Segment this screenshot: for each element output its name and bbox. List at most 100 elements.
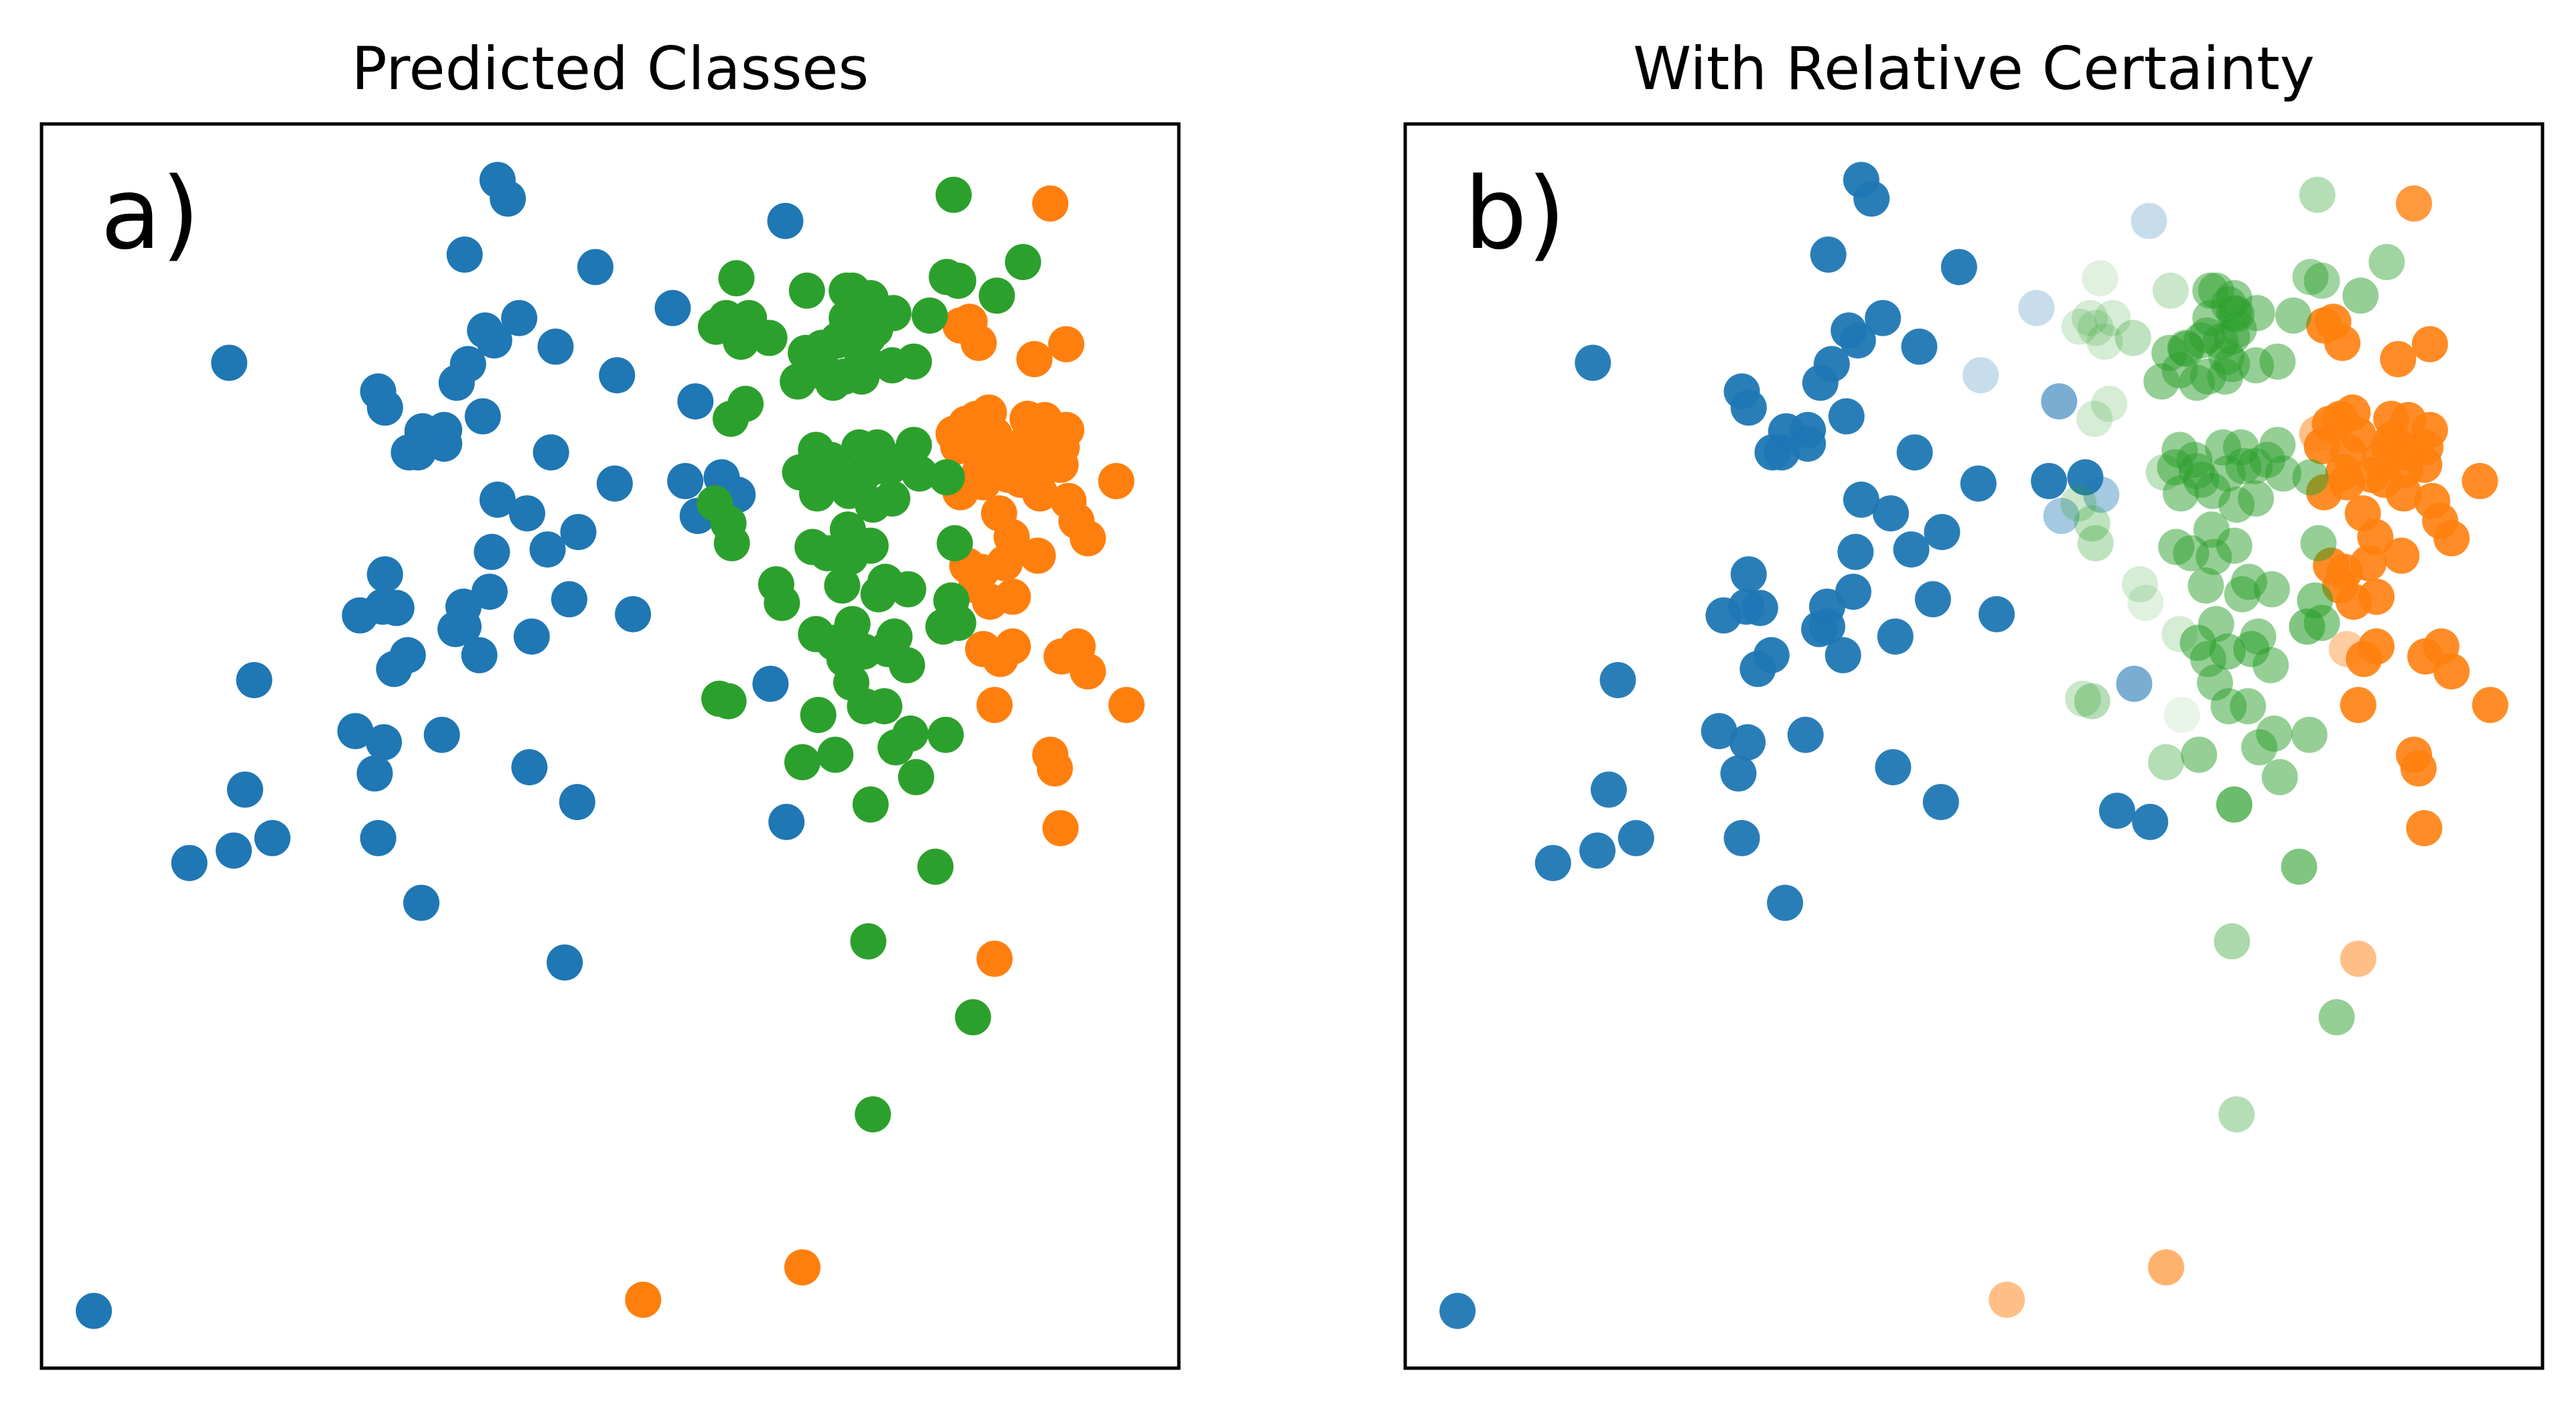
panel-a-point xyxy=(464,398,501,435)
panel-a-point xyxy=(817,736,854,773)
panel-b-point xyxy=(2299,176,2336,213)
panel-b-point xyxy=(1962,357,1999,394)
panel-b-point xyxy=(2374,420,2411,457)
panel-b-point xyxy=(2230,563,2267,600)
panel-b-point xyxy=(2163,697,2200,734)
panel-b-point xyxy=(2340,687,2376,724)
panel-b-point xyxy=(2300,525,2337,561)
panel-a-point xyxy=(472,574,508,610)
panel-b-point xyxy=(2292,259,2329,295)
panel-a-point xyxy=(940,263,977,299)
panel-b-point xyxy=(2315,304,2352,340)
panel-b-point xyxy=(2461,463,2498,499)
panel-b-point xyxy=(2216,786,2252,823)
panel-b-point xyxy=(2161,616,2198,653)
panel-b-point xyxy=(1843,161,1879,198)
panel-a-point xyxy=(979,277,1015,314)
panel-a-point xyxy=(852,786,889,823)
panel-a-point xyxy=(1032,185,1069,222)
panel-b-point xyxy=(1831,312,1867,349)
panel-b-point xyxy=(2067,459,2104,496)
panel-b-point xyxy=(2346,641,2382,677)
panel-b-point xyxy=(2259,343,2296,380)
panel-a-point xyxy=(445,608,482,645)
panel-a-point xyxy=(912,297,948,334)
panel-b-point xyxy=(1723,819,1760,856)
panel-a-point xyxy=(509,495,545,532)
panel-a-point xyxy=(449,346,486,383)
panel-b-point xyxy=(2297,582,2334,619)
panel-a-point xyxy=(537,328,574,365)
panel-a-point xyxy=(551,581,587,618)
panel-a-point xyxy=(254,819,291,856)
panel-a-point xyxy=(768,803,805,840)
panel-b-point xyxy=(2115,320,2151,356)
panel-b-point xyxy=(2259,427,2296,464)
panel-a-point xyxy=(859,429,896,466)
panel-b-point xyxy=(1618,819,1654,856)
panel-b-point xyxy=(2041,383,2078,420)
panel-b-point xyxy=(1922,784,1959,821)
panel-b-point xyxy=(1979,596,2015,632)
panel-b-point xyxy=(1896,434,1933,471)
panel-b-point xyxy=(1828,398,1865,435)
panel-a-point xyxy=(615,596,651,632)
panel-b-point xyxy=(1835,574,1871,610)
panel-b-point xyxy=(2265,455,2301,492)
panel-a-point xyxy=(784,1249,820,1286)
panel-b-point xyxy=(2291,716,2328,753)
panel-b-point xyxy=(1787,716,1824,753)
panel-b-point xyxy=(2074,683,2110,720)
panel-a-point xyxy=(511,749,548,786)
panel-a-point xyxy=(501,299,538,336)
panel-b-point xyxy=(2152,272,2189,309)
panel-a-point xyxy=(337,713,374,750)
panel-b-point xyxy=(2188,567,2224,604)
panel-a-point xyxy=(446,237,483,273)
panel-a-point xyxy=(803,330,840,366)
panel-a-point xyxy=(896,427,932,464)
panel-b-point xyxy=(2223,429,2259,466)
panel-a-point xyxy=(917,848,954,885)
panel-b-point xyxy=(2018,289,2055,326)
panel-b-point xyxy=(2383,537,2420,574)
panel-b-point xyxy=(2167,330,2204,366)
panel-a-point xyxy=(798,431,835,468)
panel-a-point xyxy=(829,511,866,548)
panel-b-axes-frame xyxy=(1403,122,2545,1370)
panel-a-point xyxy=(951,304,988,340)
panel-b-point xyxy=(2303,263,2340,299)
panel-a-point xyxy=(426,411,463,448)
panel-a-point xyxy=(599,357,636,394)
panel-b-point xyxy=(2193,511,2230,548)
panel-b-title: With Relative Certainty xyxy=(1633,34,2315,103)
panel-a-point xyxy=(834,606,871,643)
panel-b-point xyxy=(2238,480,2275,517)
panel-a-point xyxy=(867,563,904,600)
panel-a-point xyxy=(928,459,965,496)
panel-b-point xyxy=(2116,665,2153,702)
panel-a-point xyxy=(976,941,1013,977)
panel-b-point xyxy=(2132,803,2169,840)
panel-a-point xyxy=(1032,736,1069,773)
panel-a-point xyxy=(1098,463,1135,499)
panel-a-point xyxy=(718,260,755,297)
panel-b-point xyxy=(1875,749,1912,786)
panel-b-point xyxy=(2158,529,2195,565)
panel-a-point xyxy=(764,584,800,621)
panel-b-point xyxy=(2240,618,2277,655)
panel-a-point xyxy=(798,616,835,653)
panel-b-point xyxy=(1579,832,1616,869)
panel-b-point xyxy=(1989,1281,2025,1318)
panel-a-point xyxy=(1059,628,1096,665)
panel-b-point xyxy=(1843,481,1879,518)
panel-b-point xyxy=(2065,680,2101,717)
panel-a-point xyxy=(814,364,851,401)
panel-a-point xyxy=(855,1096,891,1133)
panel-a-point xyxy=(1048,326,1084,362)
panel-b-point xyxy=(2414,482,2451,519)
panel-a-point xyxy=(389,637,426,673)
panel-b-point xyxy=(2061,308,2098,345)
panel-b-point xyxy=(1960,465,1997,502)
panel-a-point xyxy=(236,662,273,699)
